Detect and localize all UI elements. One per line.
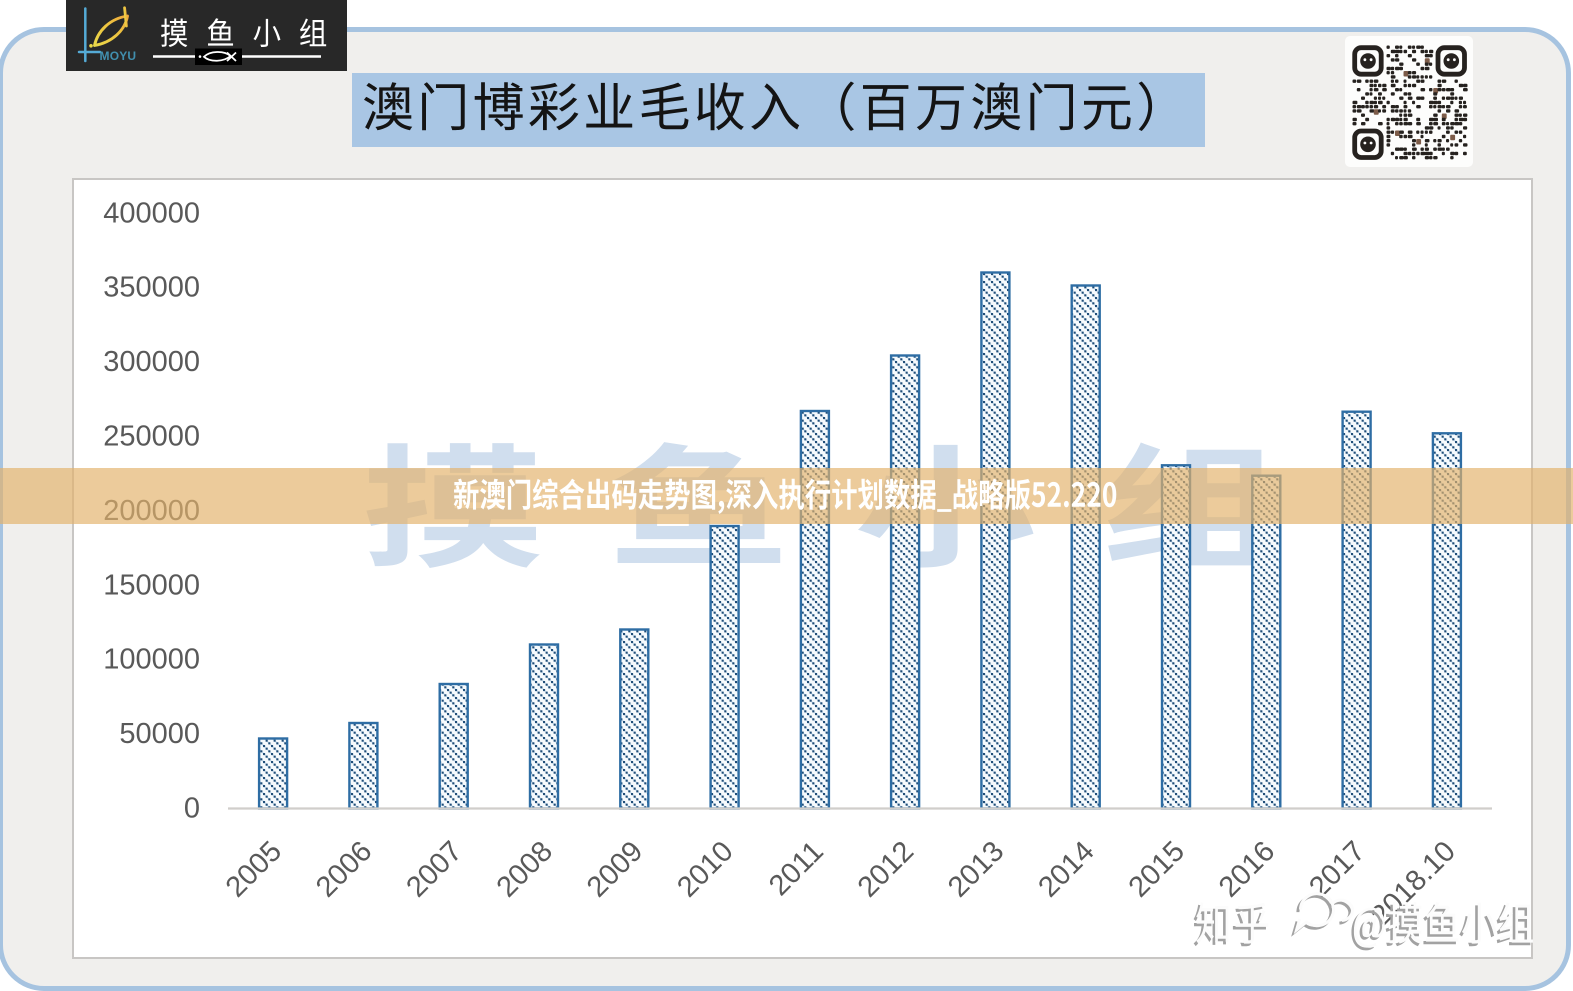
svg-text:2006: 2006 (310, 835, 378, 903)
svg-text:50000: 50000 (119, 718, 200, 750)
svg-text:2008: 2008 (491, 835, 559, 903)
svg-text:2011: 2011 (763, 835, 830, 902)
svg-text:2012: 2012 (852, 835, 920, 903)
svg-text:250000: 250000 (103, 421, 200, 453)
svg-text:2014: 2014 (1032, 835, 1100, 903)
svg-text:150000: 150000 (103, 569, 200, 601)
svg-text:400000: 400000 (103, 197, 200, 229)
svg-text:100000: 100000 (103, 644, 200, 676)
svg-text:MOYU: MOYU (100, 49, 137, 63)
svg-text:350000: 350000 (103, 272, 200, 304)
svg-text:2010: 2010 (671, 835, 739, 903)
svg-text:2009: 2009 (581, 835, 649, 903)
svg-text:2013: 2013 (942, 835, 1010, 903)
svg-text:300000: 300000 (103, 346, 200, 378)
svg-text:2007: 2007 (400, 835, 468, 903)
svg-text:0: 0 (184, 793, 200, 825)
svg-text:2005: 2005 (220, 835, 288, 903)
